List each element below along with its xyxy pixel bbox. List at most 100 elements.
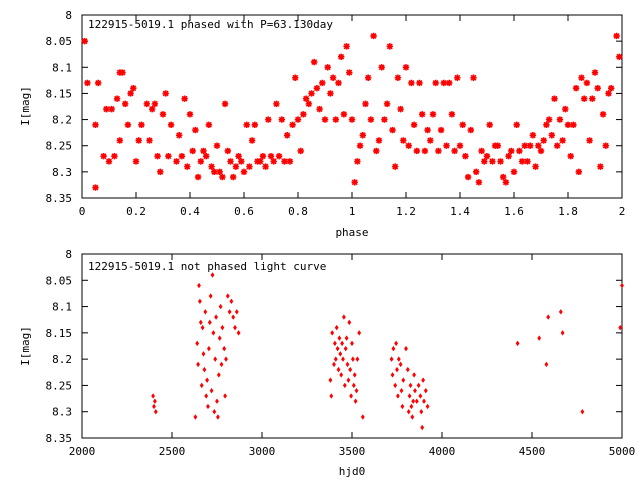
data-point <box>338 351 343 357</box>
data-point <box>402 64 410 71</box>
y-tick-label: 8.35 <box>46 192 73 205</box>
data-point <box>152 398 157 404</box>
data-point <box>362 100 369 108</box>
data-point <box>423 387 428 394</box>
data-point <box>394 340 399 347</box>
data-point <box>489 158 496 165</box>
data-point <box>225 293 230 299</box>
data-point <box>467 126 474 134</box>
data-point <box>201 351 206 357</box>
data-point <box>200 324 205 331</box>
data-point <box>356 142 364 149</box>
data-point <box>223 393 228 399</box>
data-point <box>205 377 210 383</box>
data-point <box>220 324 225 331</box>
data-point <box>345 361 350 368</box>
data-point <box>544 361 549 368</box>
data-point <box>393 382 398 389</box>
data-point <box>167 121 175 128</box>
data-point <box>389 356 394 362</box>
x-tick-label: 1.6 <box>504 205 524 218</box>
data-point <box>398 361 403 368</box>
data-point <box>214 314 219 320</box>
data-point <box>206 345 211 352</box>
data-point <box>532 163 539 170</box>
data-point <box>421 377 426 383</box>
y-tick-label: 8.25 <box>46 140 73 153</box>
y-tick-label: 8.15 <box>46 87 73 100</box>
data-point <box>572 85 580 92</box>
data-point <box>429 111 437 118</box>
data-point <box>410 121 418 128</box>
data-point <box>124 121 132 128</box>
data-point <box>308 90 315 97</box>
data-point <box>339 372 344 378</box>
x-tick-label: 3500 <box>339 445 366 458</box>
data-point <box>360 414 365 420</box>
data-point <box>578 74 585 81</box>
data-point <box>159 111 167 118</box>
data-point <box>343 345 348 352</box>
data-point <box>620 282 624 289</box>
y-tick-label: 8.1 <box>52 61 72 74</box>
x-tick-label: 1.4 <box>450 205 470 218</box>
data-point <box>219 361 224 368</box>
data-point <box>116 137 123 144</box>
x-tick-label: 0 <box>79 205 86 218</box>
x-tick-label: 0.2 <box>126 205 146 218</box>
x-tick-label: 0.6 <box>234 205 254 218</box>
data-point <box>184 163 191 170</box>
data-point <box>132 158 140 165</box>
data-point <box>602 142 609 149</box>
data-point <box>189 147 196 155</box>
data-points <box>81 32 623 191</box>
y-tick-label: 8.3 <box>52 166 72 179</box>
data-point <box>537 147 545 155</box>
data-point <box>151 100 159 108</box>
data-point <box>149 105 156 113</box>
data-point <box>478 147 485 155</box>
data-point <box>416 382 421 389</box>
data-point <box>186 111 194 118</box>
data-point <box>378 64 385 71</box>
data-point <box>556 116 564 123</box>
data-point <box>575 168 582 176</box>
data-point <box>130 85 137 92</box>
data-point <box>335 345 340 352</box>
data-point <box>548 132 555 139</box>
data-point <box>338 53 345 61</box>
data-point <box>273 100 280 108</box>
data-point <box>327 90 334 97</box>
data-point <box>354 387 359 394</box>
data-point <box>229 298 234 305</box>
data-point <box>414 398 419 404</box>
y-tick-label: 8.05 <box>46 35 73 48</box>
data-point <box>464 173 472 181</box>
data-point <box>197 282 201 289</box>
data-point <box>537 335 542 341</box>
data-point <box>165 152 172 160</box>
data-point <box>486 121 493 128</box>
data-point <box>95 79 102 87</box>
data-point <box>292 74 299 81</box>
data-point <box>224 356 228 362</box>
data-point <box>349 393 354 399</box>
data-point <box>248 137 256 144</box>
data-point <box>564 121 572 128</box>
data-point <box>456 142 464 149</box>
data-point <box>373 147 380 155</box>
data-point <box>211 168 218 176</box>
data-point <box>559 137 566 144</box>
data-point <box>193 414 198 420</box>
data-point <box>529 132 537 139</box>
data-point <box>204 393 209 399</box>
data-point <box>113 95 121 102</box>
data-point <box>351 382 356 389</box>
data-point <box>405 366 410 373</box>
data-point <box>236 330 241 336</box>
data-point <box>405 142 412 149</box>
data-point <box>335 79 342 87</box>
y-tick-label: 8.35 <box>46 432 73 445</box>
data-point <box>103 105 110 113</box>
data-point <box>401 377 406 383</box>
